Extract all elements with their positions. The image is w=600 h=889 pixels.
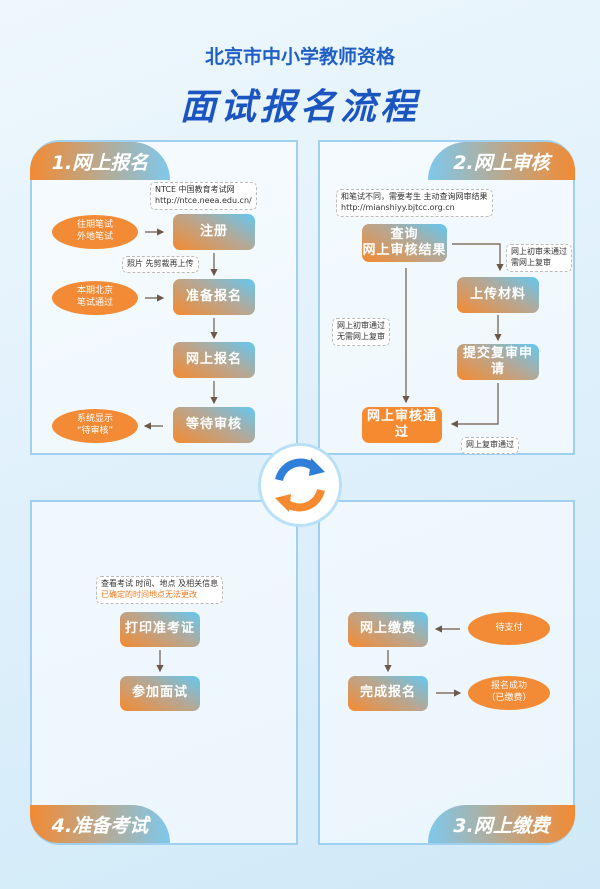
oval-text: 笔试通过 [76, 298, 113, 308]
oval-text: 报名成功 [490, 681, 527, 692]
tab-step2: 2.网上审核 [428, 142, 575, 180]
step-text: 网上审核结果 [362, 243, 447, 258]
step-attend-interview: 参加面试 [120, 676, 200, 711]
note-review-pass: 网上复审通过 [461, 437, 519, 454]
note-text: 和笔试不同，需要考生 主动查询网审结果 [341, 192, 488, 201]
step-online-payment: 网上缴费 [348, 612, 428, 647]
oval-past-exam: 往期笔试 外地笔试 [52, 215, 138, 249]
note-ntce: NTCE 中国教育考试网 http://ntce.neea.edu.cn/ [150, 182, 257, 210]
note-query: 和笔试不同，需要考生 主动查询网审结果 http://mianshiyy.bjtc… [336, 189, 493, 217]
tab-step1: 1.网上报名 [30, 142, 170, 180]
panel-online-payment [318, 500, 575, 845]
note-text: 查看考试 时间、地点 及相关信息 [101, 579, 219, 588]
oval-text: 外地笔试 [76, 232, 113, 242]
note-url[interactable]: http://mianshiyy.bjtcc.org.cn [341, 202, 455, 212]
step-review-passed: 网上审核通过 [362, 407, 442, 443]
oval-registration-success: 报名成功 （已缴费） [468, 676, 550, 710]
tab-step4: 4.准备考试 [30, 805, 170, 843]
step-print-ticket: 打印准考证 [120, 612, 200, 647]
step-upload-materials: 上传材料 [457, 277, 539, 313]
step-online-registration: 网上报名 [173, 342, 255, 378]
note-ntce-url[interactable]: http://ntce.neea.edu.cn/ [155, 195, 252, 205]
oval-text: “待审核” [76, 426, 114, 436]
step-await-review: 等待审核 [173, 407, 255, 443]
note-text: 网上初审未通过 [511, 247, 567, 256]
note-photo: 照片 先剪裁再上传 [122, 256, 199, 273]
step-register: 注册 [173, 214, 255, 250]
note-ntce-name: NTCE 中国教育考试网 [155, 185, 235, 194]
oval-beijing-exam: 本期北京 笔试通过 [52, 281, 138, 315]
note-text: 无需网上复审 [337, 331, 385, 341]
oval-text: （已缴费） [486, 693, 532, 703]
step-query-result: 查询 网上审核结果 [362, 224, 447, 262]
oval-text: 本期北京 [76, 286, 113, 297]
note-initial-pass: 网上初审通过 无需网上复审 [332, 318, 390, 346]
oval-system-status: 系统显示 “待审核” [52, 409, 138, 443]
subtitle: 北京市中小学教师资格 [204, 46, 395, 68]
oval-pending-payment: 待支付 [468, 612, 550, 645]
oval-text: 系统显示 [76, 414, 113, 425]
note-warning: 已确定的时间地点无法更改 [101, 589, 197, 599]
panel-prepare-exam [30, 500, 298, 845]
tab-step3: 3.网上缴费 [428, 805, 575, 843]
cycle-icon [258, 443, 342, 527]
note-text: 需网上复审 [511, 257, 551, 267]
step-prepare-registration: 准备报名 [173, 279, 255, 315]
note-initial-fail: 网上初审未通过 需网上复审 [506, 244, 572, 272]
step-complete-registration: 完成报名 [348, 676, 428, 711]
step-submit-review: 提交复审申请 [457, 344, 539, 380]
step-text: 查询 [390, 226, 419, 242]
oval-text: 往期笔试 [76, 220, 113, 231]
page-title: 面试报名流程 [179, 87, 420, 128]
note-text: 网上初审通过 [337, 321, 385, 330]
note-exam-info: 查看考试 时间、地点 及相关信息 已确定的时间地点无法更改 [96, 576, 224, 604]
